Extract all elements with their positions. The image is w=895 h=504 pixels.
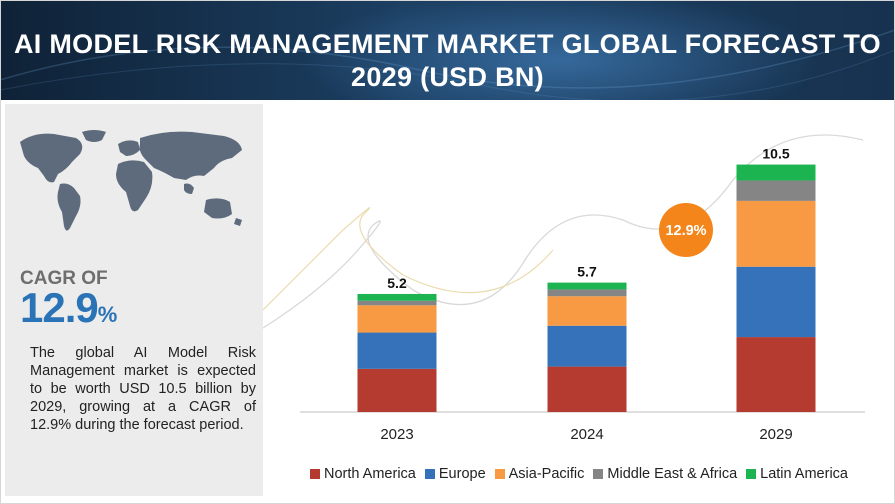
- bar-2029-middle-east-africa: [736, 180, 816, 201]
- world-map-icon: [20, 130, 242, 231]
- decorative-curve-gold: [263, 207, 554, 311]
- bar-2024-europe: [547, 325, 627, 367]
- cagr-label: CAGR OF: [20, 268, 108, 289]
- x-tick-2024: 2024: [570, 426, 603, 443]
- total-label-2029: 10.5: [762, 146, 789, 162]
- bar-2029-north-america: [736, 337, 816, 412]
- bar-2024-north-america: [547, 366, 627, 412]
- bar-2023-latin-america: [357, 293, 437, 301]
- legend-swatch: [746, 469, 757, 479]
- chart-legend: North America Europe Asia-Pacific Middle Ea…: [310, 466, 848, 482]
- bar-2029-europe: [736, 266, 816, 338]
- legend-swatch: [310, 469, 320, 479]
- cagr-unit: %: [97, 302, 118, 327]
- legend-label: Middle East & Africa: [607, 466, 738, 482]
- title-line-1: AI MODEL RISK MANAGEMENT MARKET GLOBAL F…: [13, 29, 881, 59]
- legend-label: Europe: [438, 466, 486, 482]
- stacked-bar-chart: 5.2 5.7 10.5 2023 2024 2029 12.9%: [263, 134, 865, 443]
- title-line-2: 2029 (USD BN): [351, 62, 544, 92]
- cagr-badge-label: 12.9%: [665, 223, 706, 239]
- market-description: The global AI Model Risk Management mark…: [30, 345, 256, 433]
- legend-item-latin-america: Latin America: [746, 466, 848, 482]
- legend-item-middle-east-africa: Middle East & Africa: [593, 466, 737, 482]
- header-banner: AI MODEL RISK MANAGEMENT MARKET GLOBAL F…: [0, 0, 895, 100]
- bar-2029-asia-pacific: [736, 200, 816, 267]
- legend-swatch: [424, 469, 435, 479]
- total-labels-group: 5.2 5.7 10.5: [387, 146, 790, 291]
- legend-label: North America: [324, 466, 416, 482]
- cagr-number: 12.9: [20, 284, 99, 331]
- legend-swatch: [593, 469, 604, 479]
- cagr-badge: 12.9%: [659, 203, 713, 257]
- legend-item-europe: Europe: [424, 466, 486, 482]
- legend-label: Latin America: [760, 466, 848, 482]
- total-label-2023: 5.2: [387, 275, 407, 291]
- legend-label: Asia-Pacific: [508, 466, 585, 482]
- cagr-badge-circle: [659, 203, 713, 257]
- bar-2024-asia-pacific: [547, 296, 627, 326]
- legend-item-asia-pacific: Asia-Pacific: [494, 466, 585, 482]
- bar-2023-europe: [357, 332, 437, 369]
- bar-2023-asia-pacific: [357, 305, 437, 333]
- bar-2023-middle-east-africa: [357, 300, 437, 306]
- cagr-value: 12.9%: [20, 284, 117, 332]
- header-background-decoration: [0, 0, 895, 100]
- legend-swatch: [494, 469, 505, 479]
- total-label-2024: 5.7: [577, 264, 597, 280]
- bar-2023-north-america: [357, 368, 437, 412]
- x-tick-2029: 2029: [759, 426, 792, 443]
- x-tick-labels-group: 2023 2024 2029: [380, 426, 792, 443]
- bars-group: [357, 164, 816, 412]
- chart-title: AI MODEL RISK MANAGEMENT MARKET GLOBAL F…: [0, 28, 895, 94]
- bar-2024-middle-east-africa: [547, 289, 627, 297]
- bar-2029-latin-america: [736, 164, 816, 181]
- legend-item-north-america: North America: [310, 466, 416, 482]
- bar-2024-latin-america: [547, 282, 627, 290]
- x-tick-2023: 2023: [380, 426, 413, 443]
